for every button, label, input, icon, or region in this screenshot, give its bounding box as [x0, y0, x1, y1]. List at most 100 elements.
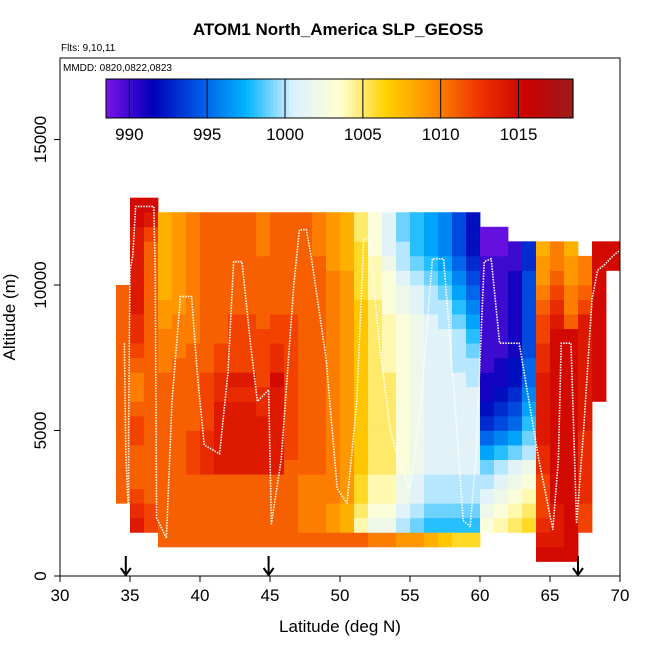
heatmap-cell	[564, 532, 579, 548]
heatmap-cell	[382, 299, 397, 315]
heatmap-cell	[326, 255, 341, 271]
heatmap-cell	[214, 517, 229, 533]
heatmap-cell	[452, 503, 467, 519]
colorbar-swatch	[211, 79, 216, 118]
heatmap-cell	[256, 532, 271, 548]
heatmap-cell	[326, 503, 341, 519]
heatmap-cell	[508, 357, 523, 373]
heatmap-cell	[522, 488, 537, 504]
heatmap-cell	[536, 503, 551, 519]
heatmap-cell	[480, 372, 495, 388]
heatmap-cell	[382, 343, 397, 359]
heatmap-cell	[508, 488, 523, 504]
heatmap-cell	[326, 314, 341, 330]
heatmap-cell	[494, 255, 509, 271]
y-tick-label: 0	[31, 571, 50, 580]
heatmap-cell	[116, 430, 131, 446]
heatmap-cell	[466, 532, 481, 548]
heatmap-cell	[200, 212, 215, 228]
heatmap-cell	[340, 401, 355, 417]
colorbar-swatch	[160, 79, 165, 118]
heatmap-cell	[396, 343, 411, 359]
heatmap-cell	[284, 255, 299, 271]
heatmap-cell	[438, 415, 453, 431]
heatmap-cell	[536, 459, 551, 475]
colorbar-swatch	[300, 79, 306, 118]
heatmap-cell	[522, 401, 537, 417]
heatmap-cell	[256, 212, 271, 228]
heatmap-cell	[508, 372, 523, 388]
heatmap-cell	[340, 503, 355, 519]
heatmap-cell	[284, 445, 299, 460]
heatmap-cell	[284, 488, 299, 504]
heatmap-cell	[326, 226, 341, 242]
heatmap-cell	[312, 415, 327, 431]
heatmap-cell	[494, 299, 509, 315]
heatmap-cell	[564, 299, 579, 315]
heatmap-cell	[550, 517, 565, 533]
heatmap-cell	[144, 212, 159, 228]
heatmap-cell	[452, 299, 467, 315]
heatmap-cell	[228, 488, 243, 504]
colorbar-swatch	[331, 79, 337, 118]
flight-track	[123, 205, 621, 540]
colorbar: 990 995 1000 1005 1010 1015	[105, 78, 574, 144]
heatmap-cell	[564, 459, 579, 475]
heatmap-cell	[452, 226, 467, 242]
heatmap-cell	[284, 459, 299, 475]
heatmap-cell	[424, 328, 439, 344]
heatmap-cell	[214, 212, 229, 228]
heatmap-cell	[480, 445, 495, 460]
heatmap-cell	[340, 226, 355, 242]
heatmap-cell	[228, 386, 243, 402]
heatmap-cell	[382, 430, 397, 446]
heatmap-cell	[130, 226, 145, 242]
colorbar-swatch	[358, 79, 364, 118]
heatmap-cell	[144, 474, 159, 490]
heatmap-cell	[228, 328, 243, 344]
heatmap-cell	[578, 488, 593, 504]
colorbar-swatch	[479, 79, 485, 118]
heatmap-cell	[130, 503, 145, 519]
heatmap-cell	[564, 241, 579, 257]
heatmap-cell	[326, 474, 341, 490]
heatmap-cell	[536, 299, 551, 315]
heatmap-cell	[424, 299, 439, 315]
heatmap-cell	[214, 503, 229, 519]
heatmap-cell	[186, 314, 201, 330]
heatmap-cell	[270, 299, 285, 315]
colorbar-swatch	[327, 79, 333, 118]
heatmap-cell	[158, 226, 173, 242]
heatmap-cell	[312, 532, 327, 548]
heatmap-cell	[354, 241, 369, 257]
colorbar-swatch	[530, 79, 535, 118]
colorbar-swatch	[448, 79, 453, 118]
heatmap-cell	[396, 474, 411, 490]
x-tick-label: 70	[611, 586, 630, 605]
heatmap-cell	[298, 255, 313, 271]
heatmap-cell	[424, 503, 439, 519]
heatmap-cell	[452, 430, 467, 446]
heatmap-cell	[298, 299, 313, 315]
heatmap-cell	[340, 386, 355, 402]
heatmap-cell	[550, 314, 565, 330]
colorbar-swatch	[246, 79, 251, 118]
heatmap-cell	[452, 488, 467, 504]
heatmap-cell	[172, 226, 187, 242]
heatmap-cell	[270, 372, 285, 388]
heatmap-cell	[158, 270, 173, 286]
heatmap-cell	[508, 270, 523, 286]
heatmap-cell	[480, 503, 495, 519]
heatmap-cell	[396, 226, 411, 242]
colorbar-swatch	[144, 79, 150, 118]
heatmap-cell	[340, 314, 355, 330]
heatmap-cell	[284, 401, 299, 417]
heatmap-cell	[116, 474, 131, 490]
heatmap-cell	[242, 474, 257, 490]
heatmap-cell	[214, 314, 229, 330]
colorbar-swatch	[226, 79, 232, 118]
heatmap-cell	[340, 459, 355, 475]
heatmap-cell	[214, 532, 229, 548]
heatmap-cell	[578, 357, 593, 373]
heatmap-cell	[340, 445, 355, 460]
